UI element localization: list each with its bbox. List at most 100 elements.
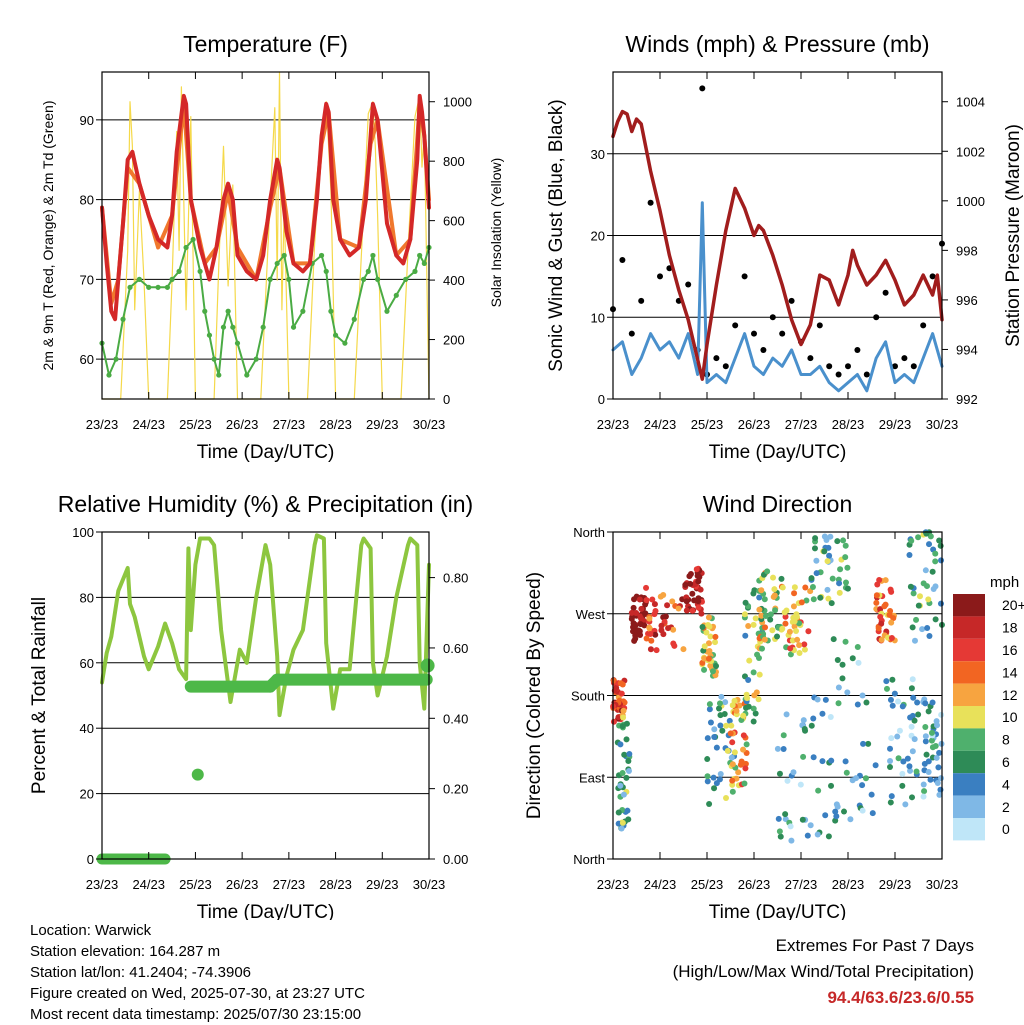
direction-point [649, 596, 656, 603]
direction-point [842, 542, 849, 549]
direction-point [643, 584, 650, 591]
direction-point [756, 594, 763, 601]
direction-point [777, 833, 784, 840]
colorbar-label: 8 [1002, 732, 1010, 748]
plot-frame [101, 71, 430, 400]
direction-point [703, 629, 710, 636]
x-tick-label: 29/23 [879, 877, 912, 892]
direction-point [819, 758, 826, 765]
direction-point [652, 631, 659, 638]
direction-point [844, 564, 851, 571]
direction-point [908, 685, 915, 692]
direction-point [729, 781, 736, 788]
direction-point [909, 676, 916, 683]
direction-point [709, 668, 716, 675]
right-tick-label: 998 [956, 243, 978, 258]
y-tick-label: South [571, 689, 605, 704]
direction-point [801, 646, 808, 653]
direction-point [638, 605, 645, 612]
x-tick-label: 28/23 [319, 877, 352, 892]
direction-point [834, 803, 841, 810]
direction-point [842, 758, 849, 765]
colorbar-label: 18 [1002, 620, 1018, 636]
direction-point [706, 648, 713, 655]
colorbar-swatch [953, 706, 985, 729]
direction-point [746, 657, 753, 664]
direction-point [625, 768, 632, 775]
direction-point [778, 575, 785, 582]
direction-point [643, 635, 650, 642]
extremes-subtitle: (High/Low/Max Wind/Total Precipitation) [672, 962, 974, 981]
direction-point [631, 637, 638, 644]
x-tick-label: 27/23 [273, 877, 306, 892]
direction-point [839, 661, 846, 668]
direction-point [780, 746, 787, 753]
direction-point [715, 705, 722, 712]
x-tick-label: 23/23 [597, 417, 630, 432]
direction-point [894, 733, 901, 740]
right-tick-label: 0.20 [443, 782, 468, 797]
y-axis-label: Direction (Colored By Speed) [524, 572, 545, 819]
y-tick-label: 90 [80, 113, 94, 128]
extremes-title: Extremes For Past 7 Days [775, 936, 974, 955]
direction-point [779, 625, 786, 632]
extremes-block: Extremes For Past 7 Days (High/Low/Max W… [673, 933, 974, 1011]
direction-point [937, 542, 944, 549]
direction-point [743, 741, 750, 748]
gust-point [788, 297, 795, 304]
direction-point [618, 690, 625, 697]
x-axis-label: Time (Day/UTC) [709, 442, 847, 463]
direction-point [854, 701, 861, 708]
direction-point [824, 558, 831, 565]
gust-point [732, 322, 739, 329]
gust-point [779, 330, 786, 337]
direction-point [840, 537, 847, 544]
direction-point [935, 764, 942, 771]
pressure-series [611, 109, 944, 381]
direction-point [723, 722, 730, 729]
direction-point [682, 581, 689, 588]
direction-point [907, 583, 914, 590]
direction-point [621, 751, 628, 758]
direction-point [829, 575, 836, 582]
y-tick-label: North [573, 852, 605, 867]
direction-point [821, 548, 828, 555]
direction-point [906, 763, 913, 770]
direction-point [859, 782, 866, 789]
direction-point [729, 702, 736, 709]
direction-point [933, 754, 940, 761]
x-tick-label: 26/23 [226, 417, 259, 432]
direction-point [914, 699, 921, 706]
direction-point [922, 724, 929, 731]
direction-point [630, 604, 637, 611]
direction-point [625, 816, 632, 823]
direction-point [632, 632, 639, 639]
direction-point [723, 794, 730, 801]
direction-point [821, 533, 828, 540]
direction-point [936, 791, 943, 798]
direction-point [665, 625, 672, 632]
colorbar-swatch [953, 728, 985, 751]
direction-point [842, 638, 849, 645]
direction-point [815, 787, 822, 794]
direction-point [775, 815, 782, 822]
direction-point [888, 735, 895, 742]
colorbar-title: mph [990, 574, 1019, 591]
latlon-text: Station lat/lon: 41.2404; -74.3906 [30, 964, 252, 981]
direction-point [716, 700, 723, 707]
x-tick-label: 23/23 [86, 417, 119, 432]
direction-point [932, 616, 939, 623]
location-text: Location: Warwick [30, 922, 152, 939]
gust-point [892, 363, 898, 370]
x-tick-label: 24/23 [132, 877, 165, 892]
right-tick-label: 1000 [956, 194, 985, 209]
direction-point [707, 662, 714, 669]
direction-point [915, 534, 922, 541]
direction-point [929, 699, 936, 706]
direction-point [937, 600, 944, 607]
direction-point [689, 607, 696, 614]
direction-point [881, 603, 888, 610]
direction-point [728, 722, 735, 729]
direction-point [938, 557, 945, 564]
direction-point [790, 603, 797, 610]
